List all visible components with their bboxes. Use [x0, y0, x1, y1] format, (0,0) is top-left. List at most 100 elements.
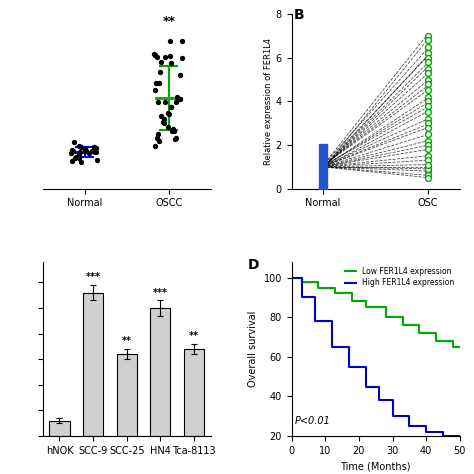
Point [155, 130, 162, 138]
Point [424, 43, 432, 51]
X-axis label: Time (Months): Time (Months) [340, 461, 411, 471]
High FER1L4 expression [390, 413, 395, 419]
High FER1L4 expression [299, 294, 304, 300]
High FER1L4 expression [423, 429, 429, 435]
Low FER1L4 expression [450, 344, 456, 350]
Point [92, 144, 100, 152]
Point [424, 69, 432, 77]
Line: Low FER1L4 expression: Low FER1L4 expression [292, 278, 460, 347]
High FER1L4 expression [363, 364, 368, 370]
Point [76, 142, 83, 150]
Bar [49, 421, 70, 436]
Point [70, 138, 78, 146]
Point [173, 98, 180, 106]
Text: ***: *** [153, 288, 168, 298]
High FER1L4 expression [407, 423, 412, 429]
Y-axis label: Overall survival: Overall survival [248, 311, 258, 387]
Point [75, 152, 82, 160]
Text: **: ** [189, 331, 199, 341]
Point [75, 154, 82, 162]
Point [151, 86, 159, 94]
Point [165, 110, 173, 118]
Point [170, 127, 178, 135]
Point [77, 144, 85, 151]
Point [424, 76, 432, 83]
Point [76, 148, 84, 155]
Point [67, 149, 75, 156]
Y-axis label: Relative expression of FER1L4: Relative expression of FER1L4 [264, 38, 273, 165]
High FER1L4 expression [312, 319, 318, 324]
High FER1L4 expression [312, 294, 318, 300]
Point [161, 99, 169, 106]
Point [164, 124, 172, 131]
Point [424, 163, 432, 171]
Low FER1L4 expression [299, 275, 304, 281]
Point [85, 150, 92, 157]
High FER1L4 expression [299, 275, 304, 281]
Point [89, 147, 96, 155]
Point [151, 52, 159, 59]
Point [91, 143, 98, 151]
Point [159, 118, 166, 126]
Point [155, 98, 162, 106]
Point [75, 149, 83, 156]
Point [69, 147, 77, 155]
Point [82, 147, 90, 155]
Point [424, 172, 432, 179]
Point [424, 146, 432, 153]
Bar [184, 349, 204, 436]
Point [424, 137, 432, 145]
Point [424, 167, 432, 175]
Bar [83, 292, 103, 436]
Point [78, 158, 85, 165]
Point [82, 146, 89, 153]
Low FER1L4 expression [332, 291, 338, 296]
Text: ***: *** [86, 272, 100, 282]
Low FER1L4 expression [457, 344, 463, 350]
Low FER1L4 expression [400, 314, 405, 320]
Point [160, 119, 168, 127]
Text: **: ** [162, 15, 175, 28]
Point [156, 68, 164, 76]
Low FER1L4 expression [316, 285, 321, 291]
Point [424, 130, 432, 138]
High FER1L4 expression [407, 413, 412, 419]
High FER1L4 expression [346, 364, 352, 370]
Point [169, 126, 177, 133]
Text: D: D [248, 258, 259, 272]
Point [167, 59, 174, 66]
Point [424, 36, 432, 44]
Point [153, 54, 161, 61]
Point [424, 152, 432, 160]
High FER1L4 expression [363, 384, 368, 390]
High FER1L4 expression [329, 319, 335, 324]
Point [177, 96, 184, 103]
Point [178, 55, 185, 62]
High FER1L4 expression [390, 398, 395, 403]
Low FER1L4 expression [383, 314, 389, 320]
High FER1L4 expression [423, 423, 429, 429]
Point [424, 32, 432, 40]
Low FER1L4 expression [450, 338, 456, 344]
Low FER1L4 expression [417, 330, 422, 336]
Text: **: ** [122, 337, 132, 346]
Point [424, 115, 432, 123]
Point [424, 58, 432, 66]
Point [424, 102, 432, 109]
Point [153, 134, 161, 142]
Point [71, 154, 78, 162]
High FER1L4 expression [440, 429, 446, 435]
Point [173, 134, 180, 142]
Point [155, 137, 163, 145]
Point [93, 156, 101, 164]
High FER1L4 expression [457, 433, 463, 439]
Point [424, 50, 432, 57]
Point [157, 112, 165, 120]
Point [176, 71, 183, 79]
Point [90, 143, 98, 150]
Point [168, 127, 175, 135]
Point [424, 93, 432, 101]
Point [172, 136, 179, 143]
Point [424, 141, 432, 149]
Point [424, 165, 432, 173]
